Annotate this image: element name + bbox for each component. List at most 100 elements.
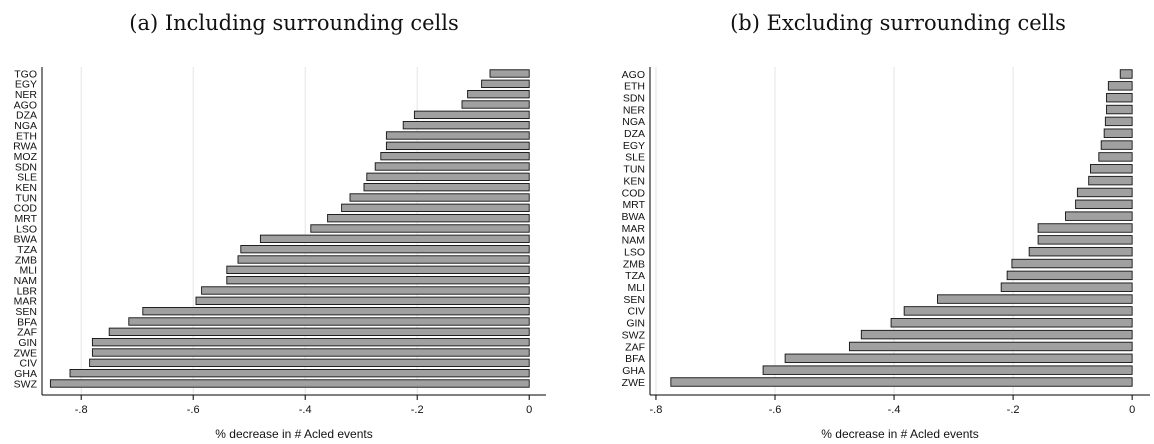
category-label: MLI bbox=[627, 282, 645, 294]
category-label: TZA bbox=[17, 244, 37, 256]
bar-mrt bbox=[1075, 199, 1133, 210]
bar-egy bbox=[1100, 140, 1133, 150]
bar-dza bbox=[413, 110, 530, 120]
category-label: GIN bbox=[626, 318, 645, 330]
bar-sdn bbox=[1106, 92, 1133, 103]
category-label: SEN bbox=[623, 294, 645, 306]
panel-title: (a) Including surrounding cells bbox=[129, 11, 458, 35]
category-label: COD bbox=[622, 187, 646, 199]
bar-bwa bbox=[259, 234, 530, 244]
bar-gin bbox=[91, 337, 530, 347]
bar-lbr bbox=[201, 286, 530, 295]
bar-zaf bbox=[108, 327, 530, 337]
category-label: NGA bbox=[622, 116, 645, 128]
bar-zmb bbox=[237, 255, 530, 264]
category-label: SWZ bbox=[14, 378, 38, 390]
bar-swz bbox=[49, 379, 530, 388]
x-axis-label: % decrease in # Acled events bbox=[821, 427, 978, 441]
category-label: LSO bbox=[16, 223, 37, 235]
category-label: GHA bbox=[14, 368, 37, 380]
category-label: SEN bbox=[15, 306, 37, 318]
category-label: NER bbox=[623, 104, 646, 116]
x-tick-label: -.4 bbox=[888, 404, 901, 416]
x-tick-label: 0 bbox=[1129, 404, 1135, 416]
category-label: BFA bbox=[17, 316, 37, 328]
category-label: MLI bbox=[19, 265, 37, 277]
category-label: NGA bbox=[14, 120, 37, 132]
category-label: NER bbox=[15, 89, 38, 101]
bar-lso bbox=[1028, 246, 1133, 257]
bar-mli bbox=[226, 265, 530, 275]
panel-title: (b) Excluding surrounding cells bbox=[730, 11, 1066, 35]
bar-dza bbox=[1103, 128, 1133, 138]
bar-nga bbox=[402, 120, 530, 130]
bar-lso bbox=[310, 224, 530, 233]
bar-tza bbox=[240, 244, 530, 254]
category-label: MOZ bbox=[14, 151, 38, 163]
category-label: EGY bbox=[623, 140, 645, 152]
bar-ner bbox=[1106, 104, 1133, 115]
category-label: COD bbox=[14, 203, 38, 215]
bar-moz bbox=[380, 151, 530, 161]
category-label: ETH bbox=[624, 81, 645, 93]
category-label: BWA bbox=[13, 234, 37, 246]
bar-nam bbox=[1037, 235, 1133, 245]
category-label: ZWE bbox=[14, 347, 37, 359]
category-label: MAR bbox=[14, 296, 38, 308]
bar-ner bbox=[467, 89, 530, 99]
category-label: SLE bbox=[17, 172, 37, 184]
category-label: ZMB bbox=[15, 254, 37, 266]
category-label: NAM bbox=[622, 235, 645, 247]
bar-eth bbox=[1107, 81, 1133, 91]
x-tick-label: -.2 bbox=[1007, 404, 1020, 416]
bar-nam bbox=[226, 275, 530, 285]
bar-rwa bbox=[385, 141, 530, 151]
bar-ken bbox=[1088, 175, 1133, 186]
category-label: KEN bbox=[623, 175, 645, 187]
category-label: AGO bbox=[622, 69, 645, 81]
category-label: TZA bbox=[625, 270, 645, 282]
x-tick-label: -.8 bbox=[75, 404, 88, 416]
x-axis-label: % decrease in # Acled events bbox=[215, 427, 372, 441]
bar-ago bbox=[461, 100, 530, 109]
bar-eth bbox=[385, 131, 530, 140]
category-label: ZAF bbox=[625, 341, 645, 353]
x-tick-label: -.8 bbox=[650, 404, 663, 416]
chart-panel-a: (a) Including surrounding cells TGOEGYNER… bbox=[13, 11, 546, 441]
category-label: DZA bbox=[624, 128, 645, 140]
category-label: NAM bbox=[14, 275, 37, 287]
x-tick-label: -.6 bbox=[187, 404, 200, 416]
bar-tgo bbox=[489, 69, 530, 78]
bar-sdn bbox=[374, 162, 530, 171]
bar-sen bbox=[142, 306, 530, 316]
bar-ago bbox=[1119, 69, 1133, 79]
bar-mar bbox=[1037, 223, 1133, 233]
category-label: RWA bbox=[13, 141, 37, 153]
bar-egy bbox=[481, 79, 530, 89]
category-label: CIV bbox=[627, 306, 645, 318]
category-label: ETH bbox=[16, 130, 37, 142]
category-label: GIN bbox=[18, 337, 37, 349]
bar-sle bbox=[366, 172, 530, 182]
bar-mrt bbox=[327, 213, 530, 223]
bar-civ bbox=[903, 306, 1133, 316]
bar-cod bbox=[341, 203, 530, 213]
bar-mar bbox=[195, 296, 530, 306]
bar-zmb bbox=[1011, 258, 1133, 269]
category-label: SDN bbox=[623, 92, 645, 104]
bar-swz bbox=[860, 329, 1133, 340]
category-label: AGO bbox=[14, 99, 37, 111]
bar-tza bbox=[1006, 270, 1133, 281]
bar-civ bbox=[89, 358, 530, 368]
category-label: KEN bbox=[15, 182, 37, 194]
category-label: BFA bbox=[625, 353, 645, 365]
bar-bfa bbox=[128, 317, 530, 326]
category-label: MRT bbox=[14, 213, 37, 225]
category-label: ZAF bbox=[17, 327, 37, 339]
bar-gha bbox=[762, 365, 1133, 375]
category-label: ZWE bbox=[622, 377, 645, 389]
x-tick-label: -.4 bbox=[299, 404, 312, 416]
bar-gin bbox=[890, 318, 1133, 328]
x-tick-label: 0 bbox=[526, 404, 532, 416]
bar-sen bbox=[937, 294, 1133, 304]
